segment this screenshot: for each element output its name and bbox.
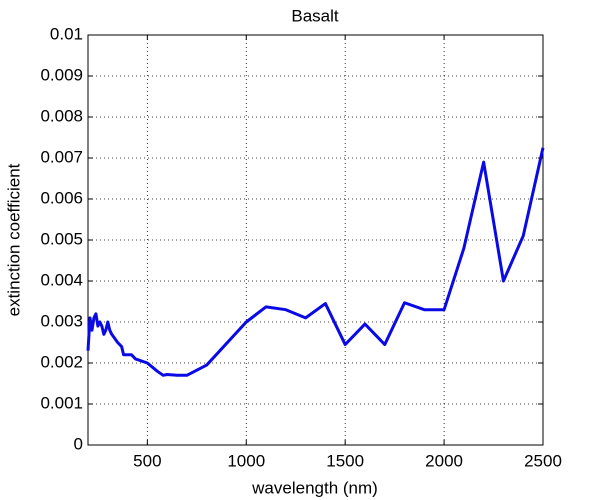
y-axis-label: extinction coefficient — [4, 163, 23, 316]
y-tick-label: 0.004 — [40, 270, 83, 289]
y-tick-label: 0 — [74, 434, 83, 453]
x-axis-label: wavelength (nm) — [251, 478, 378, 497]
y-tick-label: 0.009 — [40, 65, 83, 84]
y-tick-label: 0.005 — [40, 229, 83, 248]
x-tick-label: 2000 — [425, 451, 463, 470]
data-line — [86, 147, 545, 377]
x-tick-label: 500 — [133, 451, 161, 470]
y-tick-label: 0.003 — [40, 311, 83, 330]
y-tick-label: 0.006 — [40, 188, 83, 207]
y-tick-label: 0.002 — [40, 352, 83, 371]
x-tick-label: 2500 — [524, 451, 562, 470]
y-tick-label: 0.01 — [50, 24, 83, 43]
y-tick-label: 0.008 — [40, 106, 83, 125]
x-tick-label: 1000 — [227, 451, 265, 470]
chart-title: Basalt — [291, 6, 339, 25]
y-tick-label: 0.001 — [40, 393, 83, 412]
x-tick-label: 1500 — [326, 451, 364, 470]
y-tick-label: 0.007 — [40, 147, 83, 166]
